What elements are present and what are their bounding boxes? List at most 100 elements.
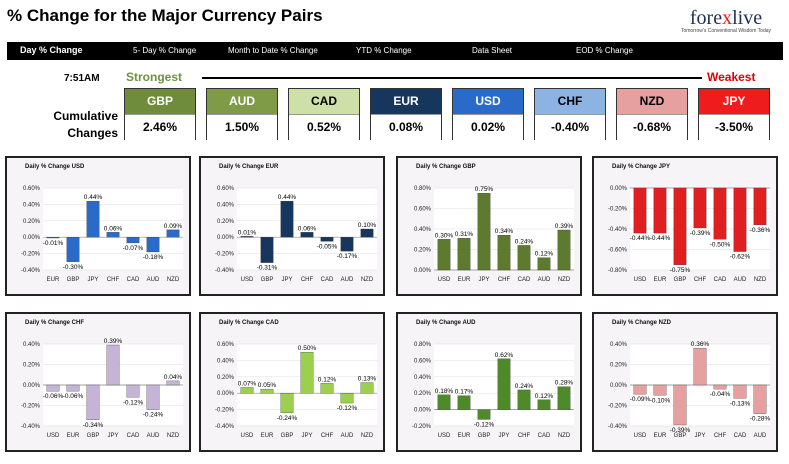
y-tick-label: -0.40% (21, 424, 41, 430)
y-tick-label: 0.20% (23, 363, 41, 369)
data-label: 0.44% (278, 194, 297, 201)
bar-chart: 0.40% 0.20% 0.00% -0.20% -0.40% -0.06% USD -0.0… (21, 338, 183, 439)
chart-title: Daily % Change AUD (416, 320, 476, 326)
bar-chart: 0.80% 0.60% 0.40% 0.20% 0.00% 0.30% USD 0.31% EU… (414, 186, 574, 283)
nav-eod-change[interactable]: EOD % Change (576, 46, 633, 55)
bar-aud (146, 384, 160, 410)
y-tick-label: 0.00% (217, 235, 235, 241)
bar-nzd (557, 386, 571, 410)
data-label: 0.30% (435, 232, 454, 239)
data-label: 0.28% (555, 380, 574, 387)
currency-code: NZD (617, 89, 687, 114)
y-tick-label: -0.20% (21, 404, 41, 410)
bar-nzd (166, 380, 180, 386)
currency-code: JPY (699, 89, 769, 114)
chart-panel-usd: Daily % Change USD 0.60% 0.40% 0.20% 0.00% -0… (5, 156, 191, 296)
bar-aud (537, 257, 551, 271)
nav-day-change[interactable]: Day % Change (20, 45, 83, 55)
plot-area (237, 188, 377, 270)
currency-value: -0.40% (535, 114, 605, 140)
y-tick-label: -0.60% (608, 248, 628, 254)
nav-data-sheet[interactable]: Data Sheet (472, 46, 513, 55)
data-label: -0.39% (690, 230, 711, 237)
bar-jpy (693, 347, 707, 386)
bar-chf (300, 232, 314, 238)
x-tick-label: NZD (754, 277, 767, 283)
bar-usd (240, 387, 254, 394)
bar-chart: 0.00% -0.20% -0.40% -0.60% -0.80% -0.44% USD -0… (608, 186, 771, 283)
currency-value: 0.08% (371, 114, 441, 140)
bar-aud (340, 393, 354, 404)
currency-box-cad: CAD 0.52% (288, 88, 360, 140)
cumulative-label-line1: Cumulative (53, 109, 118, 123)
forexlive-logo[interactable]: forexlive Tomorrow's Conventional Wisdom… (672, 8, 780, 38)
data-label: -0.10% (650, 397, 671, 404)
bar-chf (320, 383, 334, 394)
chart-title: Daily % Change JPY (612, 164, 671, 170)
y-tick-label: -0.40% (215, 268, 235, 274)
currency-value: -3.50% (699, 114, 769, 140)
nav-5day-change[interactable]: 5- Day % Change (133, 46, 197, 55)
data-label: -0.01% (43, 240, 64, 247)
data-label: 0.34% (495, 228, 514, 235)
data-label: 0.13% (358, 376, 377, 383)
data-label: 0.18% (435, 388, 454, 395)
x-tick-label: CHF (518, 433, 531, 439)
y-tick-label: 0.80% (414, 186, 432, 192)
nav-ytd-change[interactable]: YTD % Change (356, 46, 412, 55)
x-tick-label: AUD (147, 277, 160, 283)
x-tick-label: CAD (714, 277, 727, 283)
currency-value: -0.68% (617, 114, 687, 140)
bar-chf (106, 232, 120, 238)
logo-text-a: fore (689, 7, 723, 29)
chart-panel-chf: Daily % Change CHF 0.40% 0.20% 0.00% -0.20% -… (5, 312, 191, 452)
bar-chart: 0.60% 0.40% 0.20% 0.00% -0.20% -0.40% 0.07% USD… (215, 342, 377, 439)
y-tick-label: -0.80% (608, 268, 628, 274)
bar-gbp (673, 384, 687, 426)
bar-gbp (280, 393, 294, 414)
data-label: -0.04% (710, 391, 731, 398)
bar-chf (693, 187, 707, 229)
x-tick-label: JPY (281, 277, 292, 283)
data-label: 0.12% (318, 376, 337, 383)
data-label: 0.75% (475, 186, 494, 193)
data-label: 0.09% (164, 223, 183, 230)
x-tick-label: USD (241, 433, 254, 439)
bar-gbp (66, 237, 80, 262)
x-tick-label: GBP (478, 433, 491, 439)
strongest-label: Strongest (126, 70, 183, 84)
nav-mtd-change[interactable]: Month to Date % Change (228, 46, 318, 55)
bar-usd (46, 384, 60, 392)
data-label: -0.39% (670, 427, 691, 434)
y-tick-label: 0.00% (23, 235, 41, 241)
y-tick-label: -0.40% (21, 268, 41, 274)
bar-chf (497, 235, 511, 271)
bar-jpy (106, 344, 120, 386)
x-tick-label: CAD (538, 433, 551, 439)
data-label: -0.36% (750, 227, 771, 234)
bar-aud (146, 237, 160, 253)
x-tick-label: JPY (301, 433, 312, 439)
chart-title: Daily % Change GBP (416, 164, 476, 170)
plot-area (43, 188, 183, 270)
data-label: 0.17% (455, 389, 474, 396)
bar-eur (66, 384, 80, 392)
data-label: -0.18% (143, 254, 164, 261)
time-stamp: 7:51AM (64, 73, 100, 84)
data-label: 0.36% (691, 341, 710, 348)
data-label: 0.06% (104, 225, 123, 232)
bar-gbp (86, 384, 100, 420)
x-tick-label: JPY (107, 433, 118, 439)
bar-eur (260, 388, 274, 394)
bar-aud (733, 187, 747, 252)
page-title: % Change for the Major Currency Pairs (7, 6, 323, 25)
currency-code: AUD (207, 89, 277, 114)
bar-chart: 0.40% 0.20% 0.00% -0.20% -0.40% -0.09% USD -0.1… (608, 341, 771, 439)
x-tick-label: USD (47, 433, 60, 439)
data-label: -0.13% (730, 400, 751, 407)
data-label: 0.06% (298, 225, 317, 232)
data-label: -0.05% (317, 243, 338, 250)
y-tick-label: 0.00% (610, 383, 628, 389)
data-label: 0.01% (238, 229, 257, 236)
x-tick-label: NZD (361, 277, 374, 283)
